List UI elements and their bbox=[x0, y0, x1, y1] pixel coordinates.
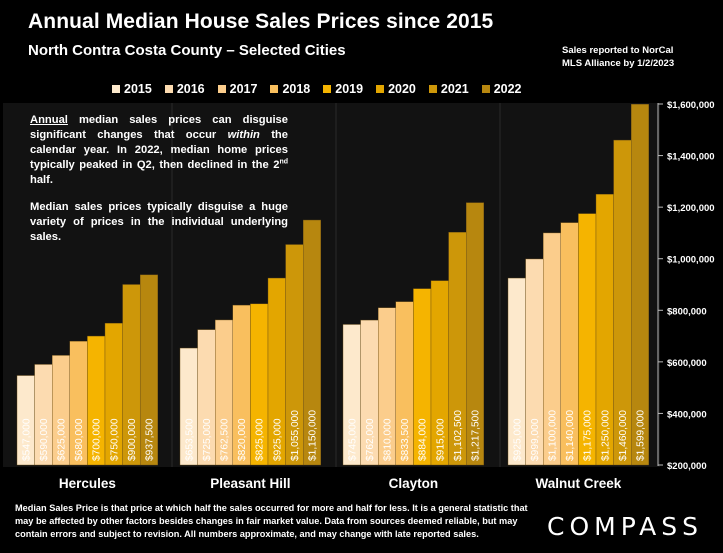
legend-item-2018: 2018 bbox=[270, 82, 310, 96]
legend-item-2021: 2021 bbox=[428, 82, 469, 96]
legend-swatch-2017 bbox=[217, 85, 226, 93]
y-tick-label: $200,000 bbox=[667, 461, 707, 472]
legend-item-2020: 2020 bbox=[376, 82, 416, 96]
legend-swatch-2016 bbox=[164, 85, 173, 93]
annotation-paragraph-1: Annual median sales prices can disguise … bbox=[30, 113, 288, 188]
bar-pleasant-hill-2022 bbox=[303, 219, 322, 466]
y-tick-label: $400,000 bbox=[667, 409, 707, 420]
bar-value-label: $1,150,000 bbox=[308, 410, 319, 461]
legend-item-2016: 2016 bbox=[164, 82, 205, 96]
bar-clayton-2022 bbox=[466, 202, 485, 466]
annotation-text-2: the calendar year. In 2022, median home … bbox=[30, 129, 288, 171]
legend-swatch-2022 bbox=[481, 85, 490, 93]
bar-value-label: $700,000 bbox=[92, 418, 103, 461]
bar-value-label: $925,000 bbox=[272, 418, 283, 461]
legend-item-2017: 2017 bbox=[217, 82, 258, 96]
legend-label-2018: 2018 bbox=[282, 82, 311, 96]
source-note: Sales reported to NorCal MLS Alliance by… bbox=[562, 44, 712, 70]
legend-swatch-2015 bbox=[112, 85, 120, 93]
y-tick-label: $1,600,000 bbox=[667, 100, 715, 111]
bar-value-label: $745,000 bbox=[347, 418, 358, 461]
bar-value-label: $825,000 bbox=[255, 418, 266, 461]
category-label: Clayton bbox=[389, 476, 439, 491]
annotation-annual: Annual bbox=[30, 114, 68, 126]
annotation-within: within bbox=[227, 129, 260, 141]
bar-value-label: $925,000 bbox=[512, 418, 523, 461]
bar-value-label: $762,000 bbox=[365, 418, 376, 461]
bar-walnut-creek-2022 bbox=[631, 104, 650, 466]
chart-legend: 2015 2016 2017 2018 2019 2020 2021 2022 bbox=[112, 82, 535, 96]
legend-label-2015: 2015 bbox=[124, 82, 152, 96]
bar-value-label: $680,000 bbox=[74, 418, 85, 461]
category-label: Pleasant Hill bbox=[210, 476, 290, 491]
bar-value-label: $1,102,500 bbox=[453, 410, 464, 461]
annotation-text-3: half. bbox=[30, 174, 53, 186]
y-tick-label: $1,000,000 bbox=[667, 255, 715, 266]
bar-value-label: $820,000 bbox=[237, 418, 248, 461]
annotation-superscript: nd bbox=[279, 158, 288, 166]
chart-subtitle: North Contra Costa County – Selected Cit… bbox=[28, 42, 346, 59]
legend-label-2019: 2019 bbox=[335, 82, 364, 96]
bar-value-label: $590,000 bbox=[39, 418, 50, 461]
y-tick-label: $1,400,000 bbox=[667, 152, 715, 163]
annotation-text-1: median sales prices can disguise signifi… bbox=[30, 114, 288, 141]
legend-swatch-2021 bbox=[428, 85, 437, 93]
bar-value-label: $547,000 bbox=[21, 418, 32, 461]
category-label: Hercules bbox=[59, 476, 116, 491]
bar-value-label: $625,000 bbox=[57, 418, 68, 461]
bar-value-label: $1,140,000 bbox=[565, 410, 576, 461]
source-note-line-2: MLS Alliance by 1/2/2023 bbox=[562, 58, 675, 69]
bar-chart: $200,000 $400,000 $600,000 $800,000 $1,000,0… bbox=[16, 100, 715, 491]
bar-value-label: $810,000 bbox=[383, 418, 394, 461]
bar-value-label: $653,500 bbox=[184, 418, 195, 461]
legend-item-2019: 2019 bbox=[323, 82, 363, 96]
bar-value-label: $900,000 bbox=[127, 418, 138, 461]
bar-value-label: $884,000 bbox=[418, 418, 429, 461]
bar-hercules-2022 bbox=[139, 274, 158, 466]
category-label: Walnut Creek bbox=[536, 476, 622, 491]
bar-value-label: $1,100,000 bbox=[548, 410, 559, 461]
bar-value-label: $1,250,000 bbox=[600, 410, 611, 461]
y-tick-label: $800,000 bbox=[667, 306, 707, 317]
legend-label-2017: 2017 bbox=[229, 82, 258, 96]
legend-label-2016: 2016 bbox=[176, 82, 205, 96]
bar-value-label: $937,500 bbox=[145, 418, 156, 461]
legend-swatch-2018 bbox=[270, 85, 279, 93]
bar-value-label: $915,000 bbox=[435, 418, 446, 461]
bar-value-label: $1,599,000 bbox=[636, 410, 647, 461]
bar-value-label: $1,055,000 bbox=[290, 410, 301, 461]
y-tick-label: $1,200,000 bbox=[667, 203, 715, 214]
legend-label-2022: 2022 bbox=[493, 82, 522, 96]
source-note-line-1: Sales reported to NorCal bbox=[562, 45, 674, 56]
y-tick-label: $600,000 bbox=[667, 358, 707, 369]
legend-swatch-2020 bbox=[376, 85, 385, 93]
bar-value-label: $1,460,000 bbox=[618, 410, 629, 461]
legend-label-2020: 2020 bbox=[388, 82, 416, 96]
bar-value-label: $1,217,500 bbox=[471, 410, 482, 461]
legend-swatch-2019 bbox=[323, 85, 332, 93]
footer-disclaimer: Median Sales Price is that price at whic… bbox=[15, 503, 528, 539]
annotation-paragraph-2: Median sales prices typically disguise a… bbox=[30, 201, 288, 243]
bar-value-label: $750,000 bbox=[109, 418, 120, 461]
bar-value-label: $762,500 bbox=[220, 418, 231, 461]
compass-logo: COMPASS bbox=[547, 512, 704, 541]
legend-label-2021: 2021 bbox=[440, 82, 469, 96]
bar-value-label: $725,000 bbox=[202, 418, 213, 461]
bar-value-label: $1,175,000 bbox=[583, 410, 594, 461]
legend-item-2015: 2015 bbox=[112, 82, 152, 96]
bar-value-label: $999,000 bbox=[530, 418, 541, 461]
chart-title: Annual Median House Sales Prices since 2… bbox=[28, 10, 494, 33]
bar-value-label: $833,500 bbox=[400, 418, 411, 461]
annotation-box: Annual median sales prices can disguise … bbox=[30, 113, 288, 257]
legend-item-2022: 2022 bbox=[481, 82, 522, 96]
